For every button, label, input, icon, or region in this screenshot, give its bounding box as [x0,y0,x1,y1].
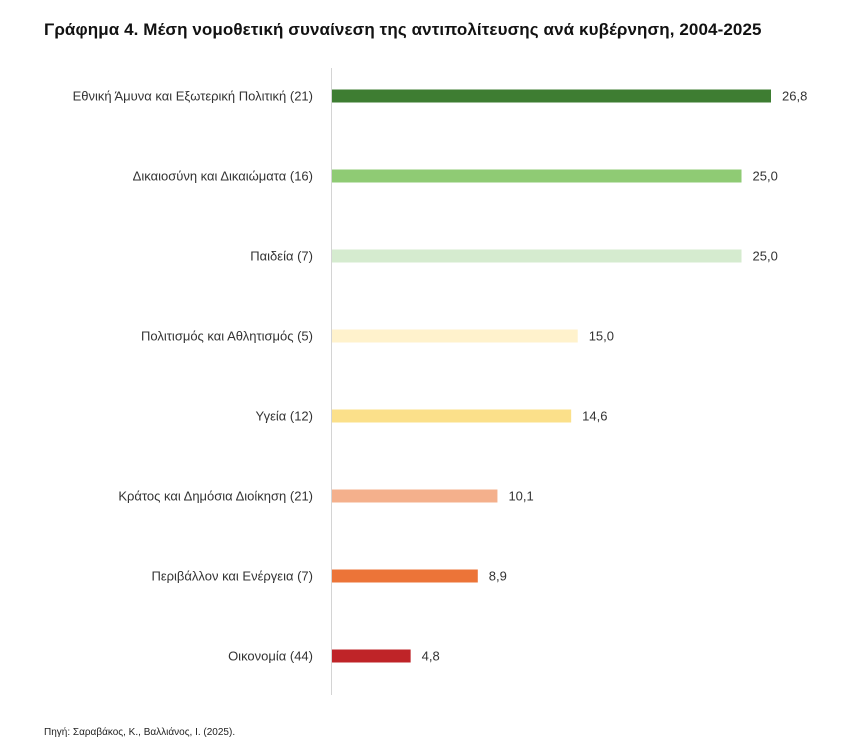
category-label-6: Περιβάλλον και Ενέργεια (7) [151,569,313,584]
bars-layer [332,89,771,663]
category-label-4: Υγεία (12) [256,409,313,424]
category-label-3: Πολιτισμός και Αθλητισμός (5) [141,329,313,344]
bar-5 [332,489,498,503]
value-label-3: 15,0 [589,329,614,344]
category-label-2: Παιδεία (7) [250,249,313,264]
bar-7 [332,649,411,663]
bar-1 [332,169,742,183]
value-label-4: 14,6 [582,409,607,424]
chart-title: Γράφημα 4. Μέση νομοθετική συναίνεση της… [44,20,762,39]
value-label-0: 26,8 [782,89,807,104]
bar-2 [332,249,742,263]
value-label-6: 8,9 [489,569,507,584]
labels-layer: Εθνική Άμυνα και Εξωτερική Πολιτική (21)… [73,89,808,664]
category-label-0: Εθνική Άμυνα και Εξωτερική Πολιτική (21) [73,89,313,104]
bar-4 [332,409,572,423]
category-label-1: Δικαιοσύνη και Δικαιώματα (16) [133,169,313,184]
bar-3 [332,329,578,343]
bar-0 [332,89,771,103]
source-note: Πηγή: Σαραβάκος, Κ., Βαλλιάνος, Ι. (2025… [44,727,236,738]
value-label-7: 4,8 [422,649,440,664]
bar-6 [332,569,478,583]
value-label-5: 10,1 [508,489,533,504]
value-label-1: 25,0 [753,169,778,184]
value-label-2: 25,0 [753,249,778,264]
category-label-5: Κράτος και Δημόσια Διοίκηση (21) [118,489,313,504]
category-label-7: Οικονομία (44) [228,649,313,664]
